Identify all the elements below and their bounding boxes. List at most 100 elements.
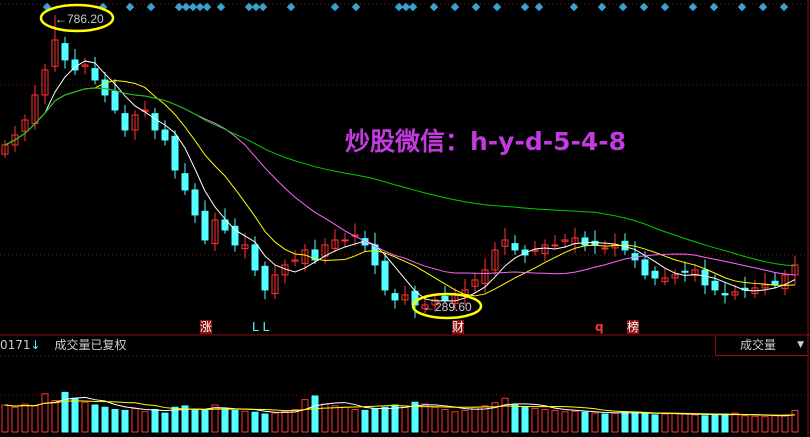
volume-bar xyxy=(291,409,299,433)
volume-bar xyxy=(561,411,569,433)
candle-body xyxy=(341,239,349,242)
candle-body xyxy=(231,225,239,246)
volume-bar xyxy=(381,406,389,433)
volume-bar xyxy=(131,408,139,433)
candle-body xyxy=(721,293,729,296)
volume-bar xyxy=(351,409,359,433)
candle-body xyxy=(81,64,89,67)
volume-bar xyxy=(441,409,449,433)
marker-ll[interactable]: L L xyxy=(252,320,270,334)
event-diamond-icon xyxy=(429,2,439,12)
ma60-line xyxy=(4,87,796,267)
volume-bar xyxy=(261,413,269,433)
candle-body xyxy=(171,135,179,171)
volume-bar xyxy=(51,400,59,433)
volume-bar xyxy=(371,408,379,433)
volume-bar xyxy=(161,412,169,433)
volume-bar xyxy=(651,414,659,433)
candle-body xyxy=(91,68,99,81)
volume-bar xyxy=(491,402,499,433)
candle-body xyxy=(11,134,19,146)
event-diamond-icon xyxy=(779,2,789,12)
candle-body xyxy=(151,113,159,131)
marker-text: 涨 xyxy=(200,320,213,334)
volume-bar xyxy=(71,397,79,433)
marker-text: 榜 xyxy=(627,320,640,334)
marker-q[interactable]: q xyxy=(595,320,604,334)
candle-body xyxy=(101,79,109,96)
chevron-down-icon: ▼ xyxy=(797,340,804,350)
candle-body xyxy=(731,291,739,296)
marker-bang[interactable]: 榜 xyxy=(627,320,640,334)
candle-body xyxy=(601,247,609,250)
down-arrow-icon: ↓ xyxy=(30,338,41,352)
high-highlight xyxy=(39,3,115,33)
volume-bar xyxy=(631,411,639,433)
candle-body xyxy=(251,244,259,271)
candle-body xyxy=(541,244,549,255)
candle-body xyxy=(271,274,279,295)
volume-bar xyxy=(621,411,629,433)
ma10-line xyxy=(4,79,796,297)
candle-body xyxy=(291,259,299,262)
volume-bar xyxy=(111,409,119,433)
marker-zhang[interactable]: 涨 xyxy=(200,320,213,334)
volume-bar xyxy=(711,414,719,433)
candle-body xyxy=(21,119,29,132)
volume-bar xyxy=(311,395,319,433)
candle-body xyxy=(681,270,689,273)
candle-body xyxy=(391,293,399,301)
volume-label: 成交量已复权 xyxy=(54,338,127,352)
event-diamond-icon xyxy=(401,2,411,12)
volume-bar xyxy=(771,415,779,433)
candle-body xyxy=(671,274,679,279)
volume-bar xyxy=(731,412,739,433)
event-diamond-icon xyxy=(471,2,481,12)
volume-bar xyxy=(661,413,669,433)
event-diamond-icon xyxy=(520,2,530,12)
candle-body xyxy=(771,280,779,286)
volume-bar xyxy=(41,393,49,433)
indicator-value: 成交量 xyxy=(740,338,777,352)
event-diamond-icon xyxy=(408,2,418,12)
volume-bar xyxy=(81,401,89,433)
volume-bar xyxy=(481,405,489,433)
event-diamond-icon xyxy=(660,2,670,12)
candle-body xyxy=(381,260,389,291)
event-diamond-icon xyxy=(351,2,361,12)
marker-text: 财 xyxy=(452,320,465,334)
low-highlight xyxy=(411,292,483,320)
candle-body xyxy=(641,259,649,276)
candle-body xyxy=(781,274,789,290)
volume-bar xyxy=(281,410,289,433)
candle-body xyxy=(41,69,49,96)
volume-bar xyxy=(501,397,509,433)
candle-body xyxy=(51,39,59,67)
candle-body xyxy=(651,270,659,279)
candle-body xyxy=(261,265,269,291)
volume-bar xyxy=(11,406,19,433)
candle-body xyxy=(431,299,439,306)
volume-bar xyxy=(691,414,699,433)
event-diamond-icon xyxy=(394,2,404,12)
volume-bar xyxy=(591,412,599,433)
marker-cai[interactable]: 财 xyxy=(452,320,465,334)
candle-body xyxy=(761,284,769,289)
volume-bar xyxy=(741,415,749,433)
volume-bar xyxy=(101,406,109,433)
volume-bar xyxy=(391,404,399,433)
candle-body xyxy=(211,219,219,245)
volume-bar xyxy=(191,409,199,433)
indicator-select[interactable]: 成交量 ▼ xyxy=(715,336,808,356)
candle-body xyxy=(301,249,309,265)
volume-bar xyxy=(331,405,339,433)
candle-body xyxy=(491,249,499,271)
volume-header: 0171↓ 成交量已复权 xyxy=(0,336,700,355)
volume-bar xyxy=(151,409,159,433)
volume-bar xyxy=(421,403,429,433)
candle-body xyxy=(331,239,339,250)
volume-ma10-line xyxy=(4,400,796,416)
volume-bar xyxy=(91,404,99,433)
